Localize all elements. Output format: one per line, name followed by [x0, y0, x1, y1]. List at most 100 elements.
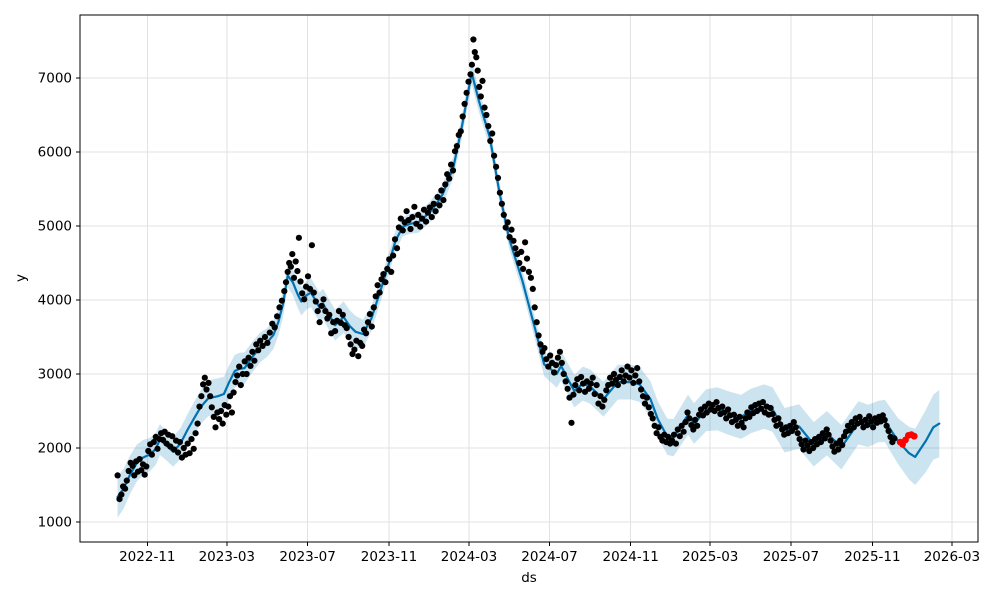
data-point [522, 239, 529, 246]
data-point [154, 445, 161, 452]
anomaly-points [896, 431, 918, 448]
data-point [525, 268, 533, 275]
data-point [201, 374, 208, 381]
data-point [487, 137, 494, 144]
data-point [465, 78, 472, 85]
data-point [815, 433, 823, 440]
data-point [670, 431, 678, 438]
axes-frame [79, 14, 979, 543]
y-tick-label: 1000 [38, 515, 72, 531]
data-point [382, 279, 389, 286]
data-point [597, 393, 604, 400]
data-point [730, 411, 738, 418]
data-point [552, 362, 560, 369]
data-point [866, 413, 873, 420]
data-point [318, 302, 325, 309]
data-point [335, 308, 343, 315]
data-point [474, 67, 481, 74]
data-point [428, 214, 435, 221]
data-point [138, 467, 145, 474]
x-tick-label: 2023-07 [279, 549, 335, 565]
data-point [682, 419, 689, 426]
data-point [253, 341, 260, 348]
data-point [643, 394, 651, 401]
data-point [430, 200, 437, 207]
data-point [366, 311, 373, 318]
data-point [136, 456, 143, 463]
data-point [271, 324, 278, 331]
data-point [607, 374, 614, 381]
data-point [537, 341, 544, 348]
data-point [740, 424, 747, 431]
data-point [885, 427, 892, 435]
data-point [200, 381, 207, 388]
data-point [835, 446, 842, 453]
data-point [614, 382, 622, 389]
data-point [634, 365, 641, 372]
data-point [386, 256, 393, 263]
data-point [125, 467, 132, 475]
data-point [792, 424, 799, 431]
data-point [489, 130, 496, 137]
data-point [856, 413, 863, 420]
data-point [609, 380, 616, 387]
data-point [190, 445, 197, 452]
data-point [297, 278, 304, 285]
data-point [891, 435, 898, 442]
y-tick-label: 7000 [38, 71, 72, 87]
data-point [281, 288, 288, 295]
data-point [593, 382, 600, 389]
data-point [543, 356, 550, 363]
data-point [881, 416, 888, 423]
data-point [485, 123, 492, 130]
data-point [290, 274, 298, 281]
data-point [216, 416, 223, 423]
data-point [777, 421, 784, 428]
data-point [601, 396, 608, 403]
data-point [174, 449, 182, 456]
data-point [422, 218, 430, 225]
data-point [459, 113, 466, 120]
data-point [545, 363, 552, 370]
data-point [694, 422, 701, 429]
data-point [266, 329, 273, 336]
data-point [624, 363, 631, 370]
data-point [403, 208, 410, 215]
data-point [630, 379, 637, 386]
data-point [148, 451, 155, 458]
y-tick-label: 4000 [38, 293, 72, 309]
data-point [276, 304, 283, 311]
data-point [198, 393, 205, 400]
x-tick-label: 2025-07 [763, 549, 819, 565]
data-point [467, 71, 474, 78]
data-point [560, 370, 567, 378]
data-point [364, 319, 372, 326]
y-tick-label: 3000 [38, 367, 72, 383]
data-point [453, 143, 460, 150]
data-point [473, 54, 480, 61]
data-point [210, 413, 217, 420]
data-point [725, 406, 732, 413]
data-point [259, 342, 266, 349]
data-point [264, 339, 271, 346]
data-point [788, 427, 796, 435]
data-point [228, 409, 235, 416]
data-point [243, 370, 250, 378]
data-point [299, 290, 306, 297]
data-point [432, 208, 439, 215]
data-point [370, 304, 377, 311]
data-point [295, 234, 302, 241]
data-point [355, 353, 362, 360]
data-point [186, 450, 193, 457]
data-point [424, 209, 431, 216]
data-point [883, 422, 890, 429]
data-point [620, 378, 627, 385]
data-point [558, 359, 565, 366]
data-point [680, 428, 687, 435]
data-point [512, 245, 519, 252]
data-point [289, 251, 296, 258]
data-point [498, 200, 505, 207]
x-tick-label: 2025-03 [682, 549, 738, 565]
data-point [827, 437, 834, 444]
data-point [817, 439, 825, 446]
